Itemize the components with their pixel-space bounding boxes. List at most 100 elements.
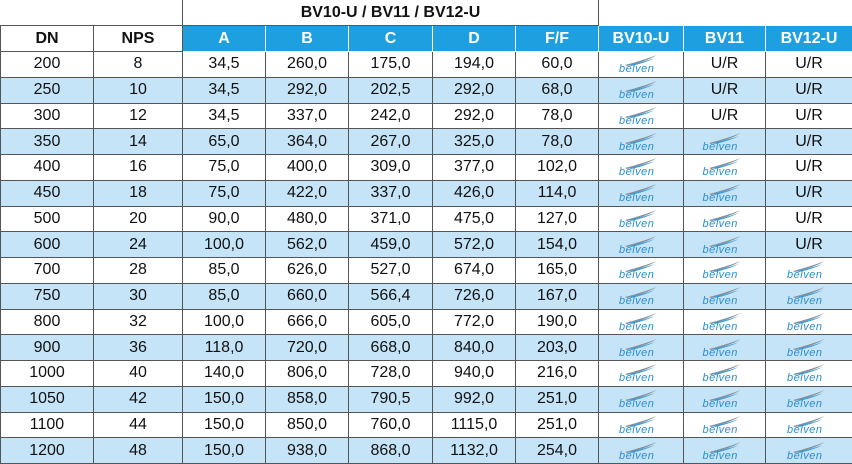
logo-swoosh — [625, 132, 657, 144]
logo-text: belven — [702, 140, 738, 153]
logo: belven — [783, 440, 835, 462]
logo-text: belven — [619, 423, 655, 436]
table-cell: U/R — [764, 102, 852, 130]
column-header: BV11 — [683, 25, 766, 52]
table-cell: U/R — [683, 51, 766, 78]
table-cell: 78,0 — [515, 102, 599, 130]
table-cell: belven — [683, 128, 766, 155]
table-cell: belven — [598, 51, 684, 78]
table-cell: 267,0 — [348, 128, 433, 155]
logo: belven — [615, 131, 667, 153]
logo: belven — [615, 53, 667, 75]
table-cell: 572,0 — [432, 231, 516, 258]
logo-text: belven — [702, 166, 738, 179]
logo-text: belven — [702, 423, 738, 436]
table-cell: belven — [764, 257, 852, 284]
logo-text: belven — [619, 217, 655, 230]
table-cell: 154,0 — [515, 231, 599, 258]
table-cell: 459,0 — [348, 231, 433, 258]
table-row: 350 14 65,0 364,0 267,0 325,0 78,0 belven belven… — [0, 128, 852, 155]
table-cell: 400 — [0, 154, 94, 181]
table-cell: 626,0 — [265, 257, 349, 284]
logo-swoosh — [625, 184, 657, 196]
logo: belven — [615, 208, 667, 230]
table-cell: 605,0 — [348, 308, 433, 336]
column-header: C — [348, 25, 433, 52]
logo: belven — [615, 234, 667, 256]
column-header: DN — [0, 25, 94, 52]
column-header: F/F — [515, 25, 599, 52]
table-cell: 100,0 — [182, 308, 266, 336]
logo-text: belven — [702, 243, 738, 256]
logo-text: belven — [702, 398, 738, 411]
table-cell: belven — [598, 282, 684, 310]
table-cell: 728,0 — [348, 360, 433, 387]
logo-text: belven — [702, 346, 738, 359]
table-cell: 14 — [93, 128, 183, 155]
logo: belven — [783, 311, 835, 333]
table-cell: 200 — [0, 51, 94, 78]
table-cell: 175,0 — [348, 51, 433, 78]
table-cell: 566,4 — [348, 282, 433, 310]
logo-swoosh — [793, 338, 826, 350]
table-cell: 562,0 — [265, 231, 349, 258]
logo-swoosh — [625, 390, 657, 402]
column-header: BV10-U — [598, 25, 684, 52]
logo-text: belven — [787, 269, 823, 282]
logo-swoosh — [708, 209, 741, 221]
table-cell: 150,0 — [182, 385, 266, 413]
logo-swoosh — [793, 390, 826, 402]
logo-swoosh — [708, 364, 741, 376]
table-cell: 251,0 — [515, 385, 599, 413]
table-cell: 450 — [0, 179, 94, 207]
table-cell: 309,0 — [348, 154, 433, 181]
logo-swoosh — [708, 390, 741, 402]
table-cell: belven — [683, 334, 766, 361]
table-cell: 203,0 — [515, 334, 599, 361]
table-cell: 666,0 — [265, 308, 349, 336]
table-cell: 250 — [0, 76, 94, 104]
table-cell: 12 — [93, 102, 183, 130]
logo-text: belven — [619, 89, 655, 102]
table-cell: 1000 — [0, 360, 94, 387]
table-cell: belven — [764, 411, 852, 439]
table-cell: 60,0 — [515, 51, 599, 78]
table-cell: 806,0 — [265, 360, 349, 387]
table-cell: 100,0 — [182, 231, 266, 258]
logo-swoosh — [708, 415, 741, 427]
table-cell: 75,0 — [182, 154, 266, 181]
logo-swoosh — [625, 287, 657, 299]
table-cell: belven — [764, 334, 852, 361]
table-cell: 202,5 — [348, 76, 433, 104]
table-cell: 75,0 — [182, 179, 266, 207]
logo: belven — [699, 337, 751, 359]
logo-swoosh — [625, 106, 657, 118]
table-cell: 325,0 — [432, 128, 516, 155]
logo: belven — [783, 388, 835, 410]
table-cell: belven — [764, 282, 852, 310]
table-row: 800 32 100,0 666,0 605,0 772,0 190,0 belven belv… — [0, 308, 852, 336]
table-cell: 790,5 — [348, 385, 433, 413]
table-cell: 992,0 — [432, 385, 516, 413]
table-cell: belven — [683, 437, 766, 464]
table-cell: 165,0 — [515, 257, 599, 284]
logo: belven — [783, 285, 835, 307]
logo: belven — [615, 105, 667, 127]
table-cell: belven — [598, 308, 684, 336]
logo-swoosh — [708, 261, 741, 273]
table-cell: 18 — [93, 179, 183, 207]
table-cell: 300 — [0, 102, 94, 130]
table-cell: 350 — [0, 128, 94, 155]
table-cell: 850,0 — [265, 411, 349, 439]
table-cell: U/R — [683, 102, 766, 130]
table-row: 700 28 85,0 626,0 527,0 674,0 165,0 belven belve… — [0, 257, 852, 284]
table-cell: 36 — [93, 334, 183, 361]
table-cell: 216,0 — [515, 360, 599, 387]
table-cell: belven — [683, 154, 766, 181]
logo: belven — [783, 362, 835, 384]
table-cell: U/R — [764, 154, 852, 181]
table-row: 750 30 85,0 660,0 566,4 726,0 167,0 belven belve… — [0, 282, 852, 310]
table-cell: belven — [598, 205, 684, 233]
group-header-row: BV10-U / BV11 / BV12-U — [1, 0, 852, 26]
logo: belven — [699, 208, 751, 230]
